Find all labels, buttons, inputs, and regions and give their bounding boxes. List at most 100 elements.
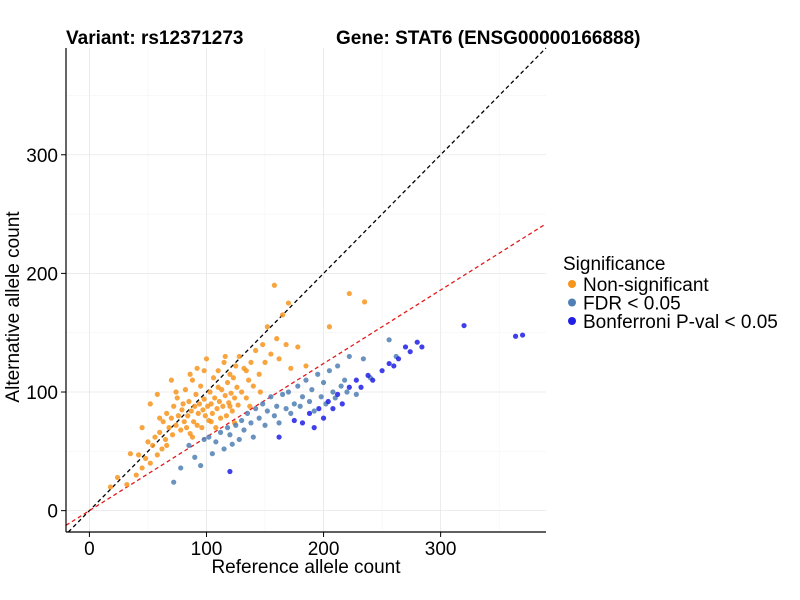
point-non-significant	[143, 455, 149, 462]
point-non-significant	[180, 401, 186, 407]
point-non-significant	[253, 347, 259, 354]
point-non-significant	[235, 402, 241, 408]
point-bonferroni-p-val-0-05	[299, 420, 306, 426]
point-non-significant	[223, 413, 229, 419]
y-tick-label: 0	[47, 502, 58, 523]
point-fdr-0-05	[221, 446, 227, 452]
point-non-significant	[195, 410, 201, 416]
y-tick-label: 100	[26, 383, 58, 404]
x-tick-label: 0	[84, 539, 95, 560]
point-fdr-0-05	[192, 454, 198, 460]
y-tick-label: 300	[26, 146, 58, 167]
point-non-significant	[168, 377, 174, 383]
point-non-significant	[164, 410, 170, 416]
point-non-significant	[248, 359, 254, 365]
point-non-significant	[222, 353, 228, 360]
point-non-significant	[183, 425, 190, 431]
point-non-significant	[288, 365, 294, 371]
point-non-significant	[166, 425, 172, 431]
point-non-significant	[182, 387, 189, 393]
point-non-significant	[135, 452, 142, 458]
point-fdr-0-05	[320, 379, 327, 386]
point-non-significant	[157, 429, 163, 435]
point-fdr-0-05	[227, 432, 233, 438]
point-non-significant	[234, 384, 240, 390]
y-tick-label: 200	[26, 264, 58, 285]
point-fdr-0-05	[276, 420, 282, 426]
point-non-significant	[239, 389, 245, 395]
point-non-significant	[147, 460, 153, 466]
point-fdr-0-05	[229, 441, 235, 447]
point-non-significant	[264, 324, 270, 330]
point-bonferroni-p-val-0-05	[370, 377, 376, 383]
point-non-significant	[159, 446, 165, 452]
point-fdr-0-05	[279, 391, 286, 397]
point-non-significant	[247, 403, 253, 409]
point-non-significant	[212, 395, 218, 401]
point-fdr-0-05	[360, 356, 366, 362]
point-bonferroni-p-val-0-05	[227, 468, 233, 475]
point-bonferroni-p-val-0-05	[276, 434, 282, 440]
y-axis-title: Alternative allele count	[3, 211, 24, 403]
legend-label-non-significant: Non-significant	[583, 275, 709, 296]
point-fdr-0-05	[338, 383, 344, 389]
point-non-significant	[279, 312, 286, 318]
point-non-significant	[209, 410, 215, 416]
point-non-significant	[283, 341, 289, 348]
point-non-significant	[250, 383, 256, 389]
point-fdr-0-05	[285, 389, 292, 395]
point-non-significant	[194, 422, 200, 428]
reference-lines	[65, 47, 547, 533]
legend-label-fdr-0-05: FDR < 0.05	[583, 294, 681, 315]
point-non-significant	[303, 363, 309, 369]
point-non-significant	[222, 392, 228, 399]
point-non-significant	[220, 403, 226, 409]
title-gene: Gene: STAT6 (ENSG00000166888)	[336, 28, 641, 49]
point-bonferroni-p-val-0-05	[395, 356, 402, 362]
point-bonferroni-p-val-0-05	[414, 339, 420, 345]
point-non-significant	[189, 434, 196, 440]
identity-line	[67, 47, 547, 533]
point-non-significant	[285, 300, 292, 306]
point-fdr-0-05	[248, 420, 254, 426]
point-bonferroni-p-val-0-05	[306, 410, 313, 416]
point-fdr-0-05	[239, 417, 245, 424]
point-non-significant	[185, 413, 191, 419]
point-non-significant	[229, 408, 235, 414]
point-non-significant	[160, 419, 166, 425]
point-non-significant	[262, 359, 268, 365]
point-fdr-0-05	[253, 406, 259, 412]
point-non-significant	[326, 324, 333, 330]
point-fdr-0-05	[178, 465, 184, 471]
x-tick-label: 300	[425, 539, 457, 560]
point-non-significant	[147, 401, 153, 407]
point-non-significant	[217, 415, 224, 421]
point-fdr-0-05	[244, 410, 251, 416]
point-non-significant	[186, 398, 192, 405]
point-non-significant	[208, 401, 214, 407]
point-non-significant	[154, 391, 160, 397]
point-bonferroni-p-val-0-05	[320, 415, 327, 421]
point-non-significant	[210, 375, 217, 381]
title-variant: Variant: rs12371273	[66, 28, 243, 49]
y-axis-ticks: 0 100 200 300	[26, 146, 66, 523]
point-non-significant	[214, 406, 220, 412]
point-non-significant	[203, 356, 210, 362]
point-non-significant	[162, 436, 169, 443]
point-fdr-0-05	[335, 363, 341, 369]
point-fdr-0-05	[171, 479, 177, 485]
point-non-significant	[230, 375, 237, 381]
point-non-significant	[139, 465, 145, 471]
point-non-significant	[157, 415, 163, 421]
point-bonferroni-p-val-0-05	[402, 344, 409, 350]
point-non-significant	[196, 401, 203, 407]
point-non-significant	[257, 389, 263, 395]
point-non-significant	[154, 452, 160, 458]
point-bonferroni-p-val-0-05	[330, 406, 336, 412]
point-fdr-0-05	[353, 391, 359, 397]
point-fdr-0-05	[256, 415, 262, 421]
legend-title: Significance	[563, 254, 665, 275]
point-bonferroni-p-val-0-05	[358, 384, 364, 390]
